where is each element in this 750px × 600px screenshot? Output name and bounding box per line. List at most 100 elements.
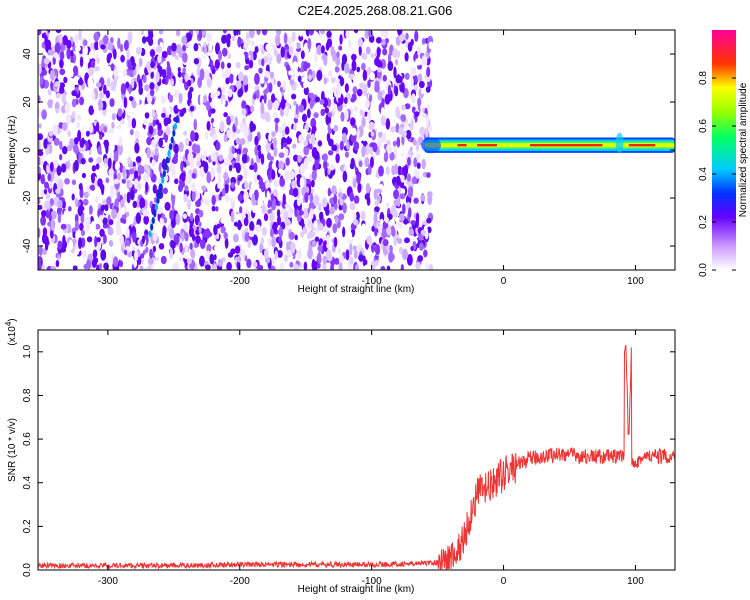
- spectrogram-cell: [365, 46, 371, 55]
- spectrogram-streak: [172, 129, 176, 137]
- x-tick-label: -300: [98, 576, 118, 587]
- spectrogram-cell: [134, 250, 139, 261]
- spectrogram-cell: [139, 265, 144, 270]
- spectrogram-cell: [131, 77, 135, 89]
- spectrogram-cell: [231, 35, 236, 42]
- spectrogram-cell: [345, 249, 350, 261]
- spectrogram-cell: [381, 39, 386, 46]
- spectrogram-cell: [71, 193, 75, 201]
- spectrogram-streak: [173, 122, 178, 130]
- spectrogram-cell: [180, 160, 184, 172]
- spectrogram-cell: [71, 90, 78, 97]
- spectrogram-streak: [151, 217, 155, 225]
- spectrogram-cell: [338, 204, 343, 211]
- spectrogram-cell: [405, 129, 412, 140]
- spectrogram-cell: [223, 172, 229, 181]
- spectrogram-cell: [230, 182, 235, 189]
- spectrogram-cell: [297, 154, 302, 163]
- spectrogram-cell: [235, 30, 240, 36]
- spectrogram-streak: [167, 149, 171, 157]
- spectrogram-cell: [213, 224, 218, 236]
- spectrogram-cell: [114, 161, 121, 170]
- spectrogram-cell: [374, 228, 378, 237]
- spectrogram-streak: [170, 136, 174, 144]
- spectrogram-cell: [314, 158, 320, 170]
- spectrogram-cell: [308, 74, 312, 82]
- spectrogram-cell: [133, 170, 139, 180]
- spectrogram-cell: [43, 235, 49, 245]
- spectrogram-cell: [231, 145, 236, 155]
- spectrogram-cell: [378, 225, 383, 236]
- spectrogram-cell: [38, 244, 43, 257]
- spectrogram-cell: [414, 111, 420, 117]
- spectrogram-cell: [112, 48, 117, 60]
- spectrogram-cell: [61, 163, 67, 173]
- spectrogram-cell: [289, 231, 295, 240]
- spectrogram-cell: [132, 161, 136, 168]
- spectrogram-cell: [256, 30, 261, 36]
- spectrogram-cell: [426, 104, 430, 111]
- spectrogram-cell: [356, 172, 361, 185]
- spectrogram-cell: [311, 261, 317, 270]
- spectrogram-cell: [172, 155, 178, 165]
- spectrogram-cell: [95, 196, 99, 204]
- spectrogram-cell: [79, 187, 84, 199]
- spectrogram-cell: [329, 206, 335, 215]
- spectrogram-cell: [123, 249, 128, 256]
- spectrogram-cell: [425, 126, 429, 138]
- spectrogram-cell: [248, 30, 255, 39]
- spectrogram-cell: [227, 252, 234, 258]
- spectrogram-cell: [87, 76, 94, 89]
- y-tick-label: -40: [22, 238, 33, 253]
- spectrogram-cell: [296, 198, 302, 207]
- spectrogram-cell: [204, 69, 210, 81]
- spectrogram-cell: [182, 44, 187, 52]
- spectrogram-cell: [225, 77, 230, 85]
- spectrogram-cell: [203, 56, 210, 67]
- spectrogram-cell: [191, 182, 196, 193]
- spectrogram-cell: [289, 170, 296, 180]
- spectrogram-cell: [38, 261, 42, 270]
- spectrogram-cell: [257, 144, 261, 152]
- spectrogram-cell: [340, 111, 345, 122]
- spectrogram-cell: [391, 228, 396, 237]
- spectrogram-cell: [213, 254, 217, 261]
- spectrogram-cell: [365, 136, 370, 142]
- spectrogram-cell: [365, 182, 371, 194]
- spectrogram-cell: [391, 165, 396, 176]
- spectrogram-cell: [280, 98, 286, 110]
- spectrogram-cell: [244, 181, 249, 190]
- spectrogram-cell: [74, 198, 79, 208]
- spectrogram-cell: [66, 47, 72, 60]
- spectrogram-cell: [119, 234, 125, 246]
- spectrogram-cell: [417, 97, 422, 107]
- spectrogram-cell: [221, 188, 226, 197]
- spectrogram-cell: [214, 245, 220, 251]
- spectrogram-cell: [107, 226, 114, 236]
- spectrogram-cell: [284, 170, 291, 181]
- spectrogram-cell: [63, 76, 68, 84]
- spectrogram-cell: [278, 236, 282, 243]
- spectrogram-cell: [355, 235, 361, 244]
- y-tick-label: -20: [22, 190, 33, 205]
- spectrogram-cell: [55, 92, 61, 99]
- spectrogram-cell: [152, 245, 157, 253]
- spectrogram-cell: [80, 137, 85, 146]
- spectrogram-cell: [68, 239, 73, 251]
- spectrogram-cell: [110, 63, 115, 72]
- spectrogram-cell: [196, 66, 201, 77]
- spectrogram-cell: [418, 80, 425, 89]
- spectrogram-cell: [387, 213, 393, 220]
- spectrogram-cell: [278, 168, 283, 174]
- spectrogram-cell: [386, 265, 391, 270]
- spectrogram-cell: [271, 43, 276, 50]
- spectrogram-cell: [266, 53, 273, 59]
- spectrogram-cell: [260, 76, 265, 85]
- spectrogram-cell: [380, 115, 387, 127]
- y-tick-label: 20: [22, 96, 33, 108]
- spectrogram-cell: [393, 146, 398, 157]
- spectrogram-cell: [260, 153, 265, 165]
- spectrogram-cell: [283, 142, 287, 148]
- spectrogram-cell: [393, 189, 399, 200]
- top-x-axis-label: Height of straight line (km): [298, 284, 415, 295]
